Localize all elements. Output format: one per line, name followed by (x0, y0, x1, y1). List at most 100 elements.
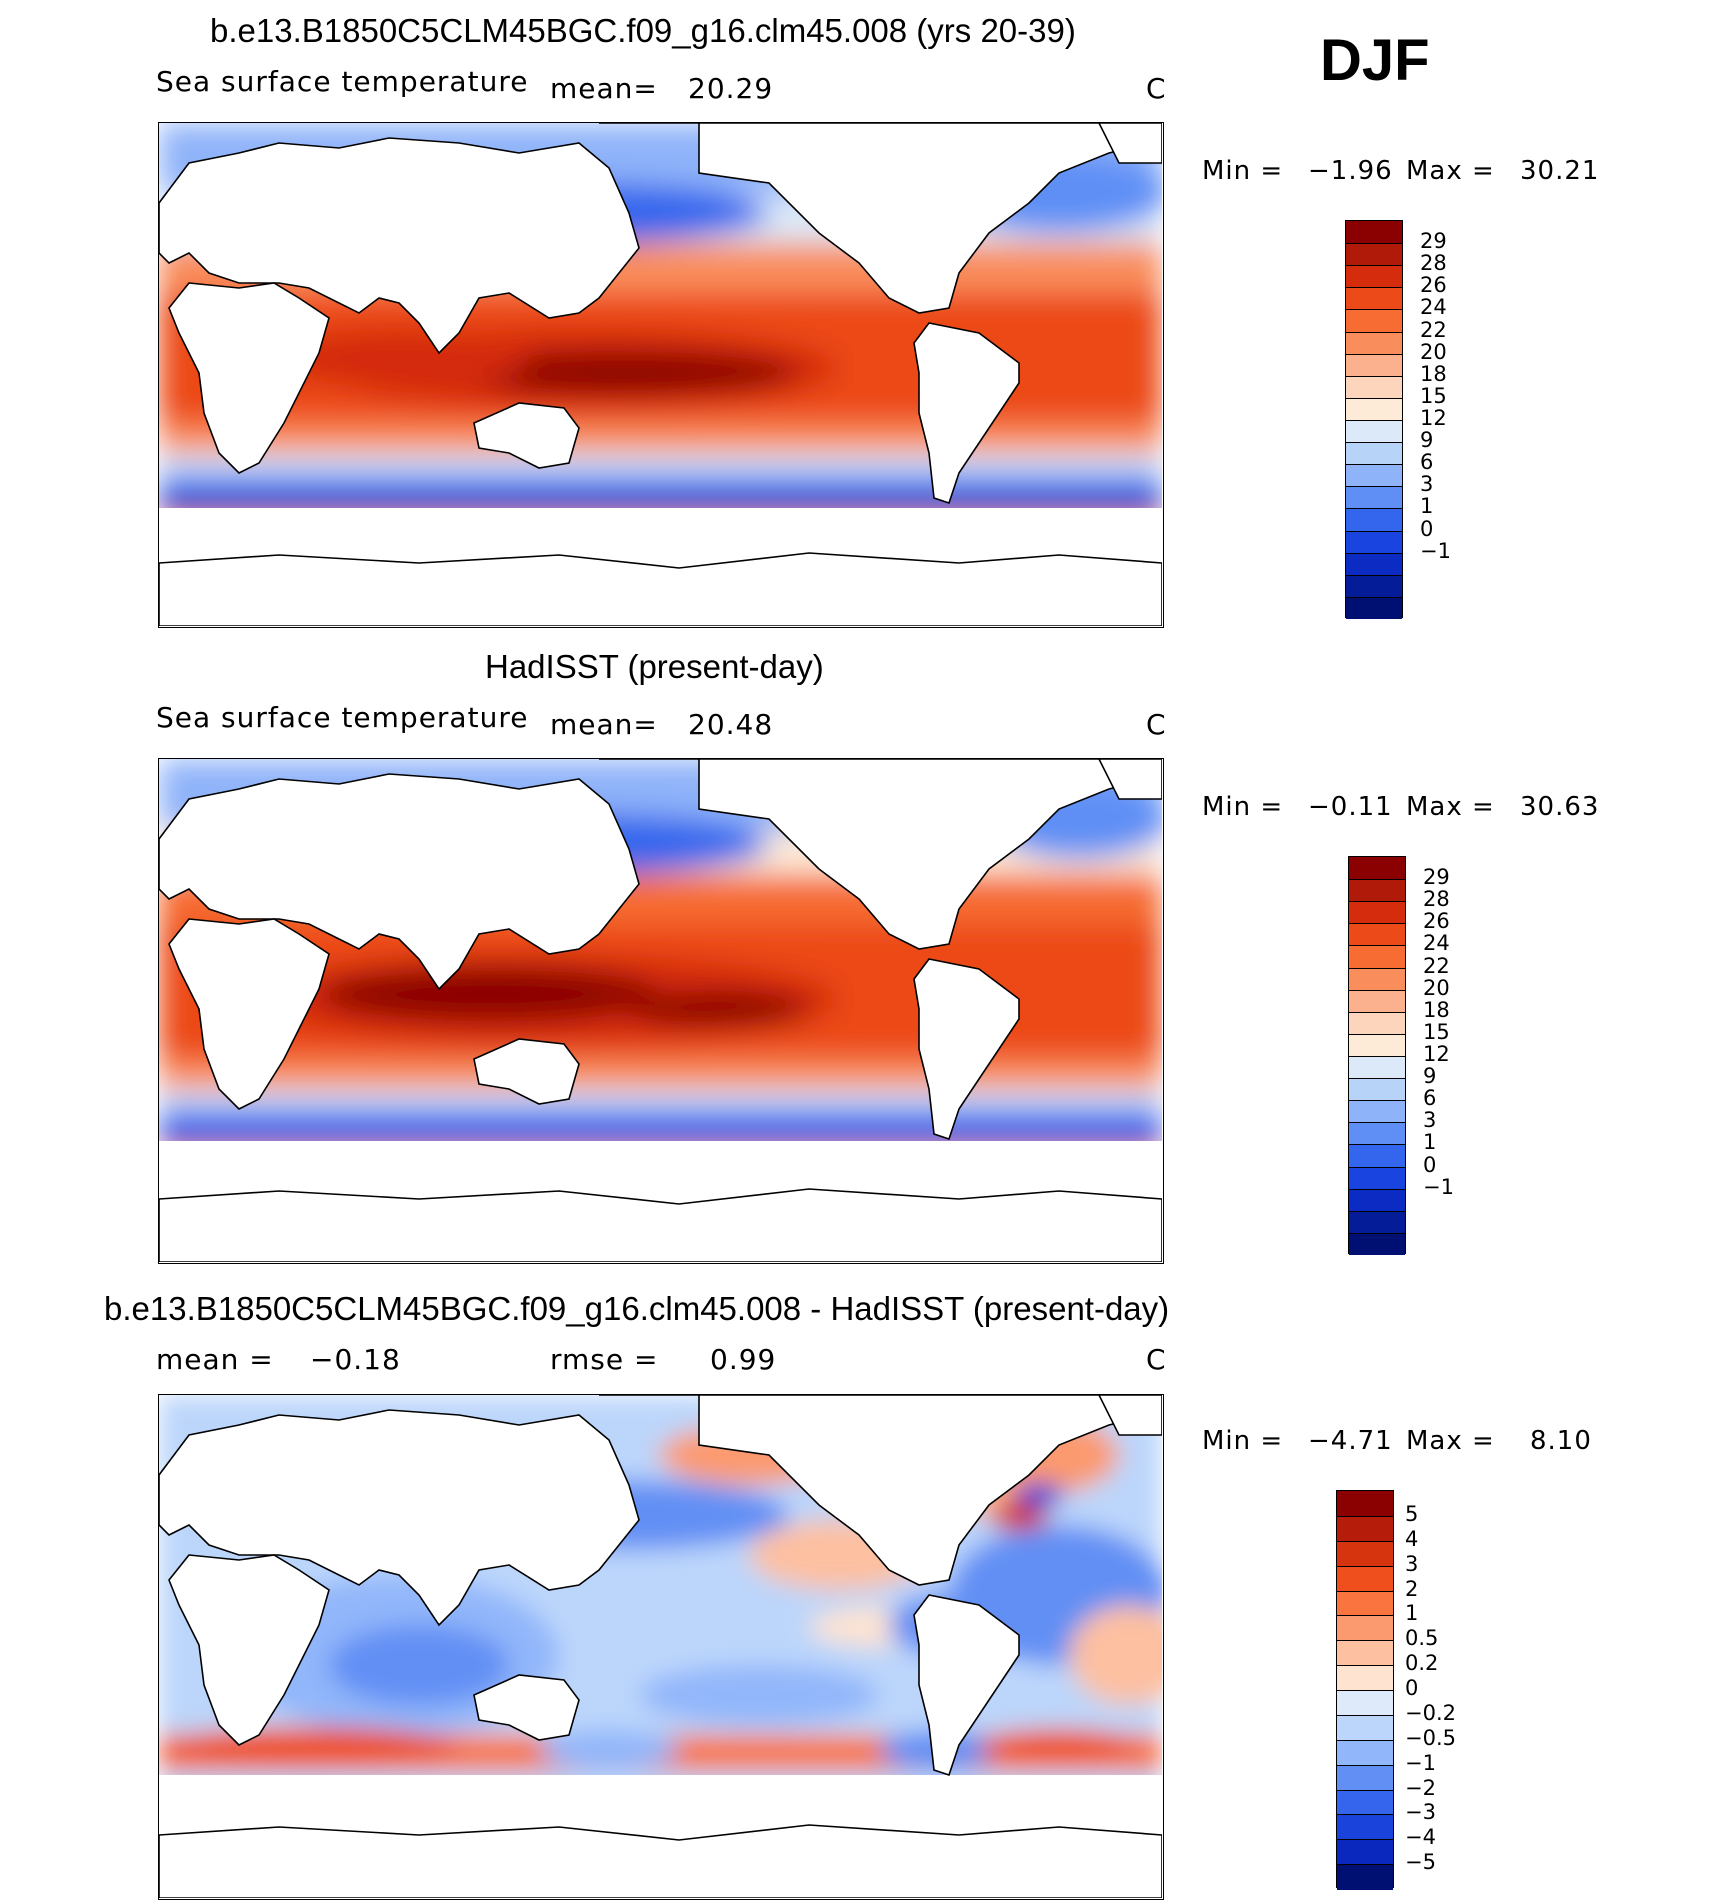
colorbar-swatch (1349, 1122, 1405, 1145)
colorbar-swatch (1349, 1188, 1405, 1212)
season-label: DJF (1320, 28, 1430, 93)
panel-2-units: C (1146, 708, 1167, 741)
panel-3-max-label: Max = (1406, 1426, 1495, 1456)
colorbar-swatch (1337, 1540, 1393, 1567)
panel-2-variable-label: Sea surface temperature (156, 701, 529, 734)
colorbar-tick-label: −0.5 (1405, 1725, 1456, 1750)
colorbar-swatch (1346, 353, 1402, 377)
colorbar-tick-label: 12 (1423, 1042, 1450, 1066)
colorbar-swatch (1349, 923, 1405, 946)
colorbar-frame (1348, 856, 1406, 1256)
colorbar-tick-label: 3 (1423, 1108, 1437, 1133)
colorbar-swatch (1337, 1615, 1393, 1641)
panel-1-title: b.e13.B1850C5CLM45BGC.f09_g16.clm45.008 … (210, 12, 1076, 49)
colorbar-tick-label: −1 (1405, 1750, 1436, 1775)
panel-3-map (158, 1394, 1164, 1900)
colorbar-tick-label: 3 (1420, 472, 1434, 497)
colorbar-swatch (1349, 879, 1405, 902)
colorbar-swatch (1337, 1491, 1393, 1517)
colorbar-swatch (1337, 1814, 1393, 1840)
colorbar-tick-label: −5 (1405, 1850, 1436, 1875)
colorbar-tick-label: 29 (1420, 229, 1447, 254)
colorbar-swatch (1337, 1590, 1393, 1616)
colorbar-tick-label: 28 (1420, 251, 1447, 276)
colorbar-swatch (1349, 967, 1405, 991)
panel-2-map (158, 758, 1164, 1264)
colorbar-swatch (1349, 1011, 1405, 1035)
colorbar-swatch (1349, 1100, 1405, 1123)
colorbar-tick-label: 5 (1405, 1501, 1419, 1526)
colorbar-swatch (1337, 1714, 1393, 1741)
colorbar-tick-label: −0.2 (1405, 1700, 1456, 1725)
colorbar-swatch (1349, 901, 1405, 924)
colorbar-tick-label: 12 (1420, 406, 1447, 430)
colorbar-swatch (1337, 1640, 1393, 1666)
colorbar-tick-label: 9 (1420, 428, 1434, 453)
colorbar-swatch (1337, 1764, 1393, 1790)
colorbar-swatch (1337, 1565, 1393, 1591)
colorbar-swatch (1346, 397, 1402, 421)
panel-2-min-value: −0.11 (1308, 792, 1393, 822)
colorbar-tick-label: 29 (1423, 865, 1450, 890)
panel-3-rmse-value: 0.99 (710, 1343, 777, 1376)
panel-2-mean-label: mean= (550, 708, 658, 741)
panel-3-min-label: Min = (1202, 1426, 1284, 1456)
colorbar-swatch (1349, 1232, 1405, 1256)
colorbar-tick-label: −3 (1405, 1800, 1436, 1825)
colorbar-tick-label: 24 (1423, 931, 1450, 956)
colorbar-tick-label: 0.5 (1405, 1626, 1439, 1651)
colorbar-swatch (1337, 1739, 1393, 1766)
panel-2-max-value: 30.63 (1520, 792, 1600, 822)
colorbar-tick-label: 6 (1420, 450, 1434, 475)
colorbar-tick-label: 18 (1423, 997, 1450, 1022)
colorbar-swatch (1349, 1033, 1405, 1057)
panel-1-mean-value: 20.29 (688, 72, 774, 105)
panel-3-title: b.e13.B1850C5CLM45BGC.f09_g16.clm45.008 … (104, 1290, 1170, 1327)
colorbar-swatch (1349, 1078, 1405, 1101)
colorbar-swatch (1337, 1690, 1393, 1716)
colorbar-tick-label: −4 (1405, 1825, 1436, 1850)
colorbar-tick-label: 3 (1405, 1551, 1419, 1576)
colorbar-swatch (1349, 1144, 1405, 1168)
colorbar-tick-label: 24 (1420, 295, 1447, 320)
colorbar-swatch (1346, 530, 1402, 554)
colorbar-tick-label: −1 (1423, 1174, 1454, 1199)
panel-1-min-label: Min = (1202, 156, 1284, 186)
colorbar-swatch (1346, 596, 1402, 620)
colorbar-swatch (1349, 1056, 1405, 1079)
panel-3-mean-value: −0.18 (310, 1343, 401, 1376)
colorbar-tick-label: 26 (1420, 273, 1447, 298)
panel-1-units: C (1146, 72, 1167, 105)
colorbar-swatch (1346, 508, 1402, 532)
colorbar-tick-label: 6 (1423, 1086, 1437, 1111)
panel-3-mean-label: mean = (156, 1343, 274, 1376)
colorbar-tick-label: 4 (1405, 1526, 1419, 1551)
panel-1-variable-label: Sea surface temperature (156, 65, 529, 98)
panel-3-difference-field (159, 1395, 1162, 1898)
colorbar-tick-label: 0 (1420, 516, 1434, 541)
colorbar-tick-label: 20 (1423, 975, 1450, 1000)
colorbar-swatch (1349, 989, 1405, 1013)
colorbar-tick-label: 22 (1420, 317, 1447, 342)
panel-1-max-label: Max = (1406, 156, 1495, 186)
panel-1-map (158, 122, 1164, 628)
panel-2-land (159, 759, 1162, 1262)
colorbar-tick-label: −1 (1420, 538, 1451, 563)
colorbar-swatch (1346, 375, 1402, 399)
colorbar-swatch (1346, 464, 1402, 487)
panel-2-min-label: Min = (1202, 792, 1284, 822)
colorbar-swatch (1346, 243, 1402, 266)
panel-1-land (159, 123, 1162, 626)
colorbar-swatch (1337, 1515, 1393, 1542)
colorbar-tick-label: 0 (1405, 1676, 1419, 1700)
colorbar-swatch (1346, 309, 1402, 333)
panel-3-min-value: −4.71 (1308, 1426, 1393, 1456)
panel-1-max-value: 30.21 (1520, 156, 1600, 186)
colorbar-swatch (1337, 1839, 1393, 1865)
panel-1-sst-field (159, 123, 1162, 626)
colorbar-swatch (1346, 265, 1402, 288)
colorbar-swatch (1346, 442, 1402, 465)
colorbar-swatch (1349, 857, 1405, 880)
colorbar-tick-label: 28 (1423, 887, 1450, 912)
colorbar-swatch (1337, 1665, 1393, 1691)
